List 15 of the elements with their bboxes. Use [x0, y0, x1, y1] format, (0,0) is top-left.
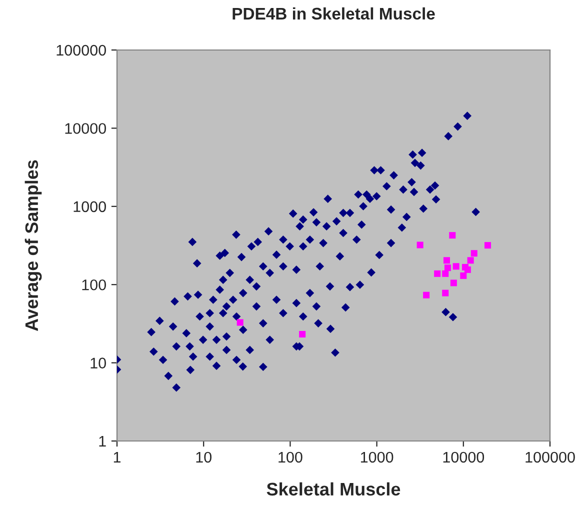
- y-tick-label: 100000: [56, 44, 106, 56]
- x-tick-label: 10: [196, 452, 212, 463]
- y-tick-label: 10: [90, 358, 106, 368]
- x-tick-label: 100: [278, 452, 302, 463]
- x-axis-title: Skeletal Muscle: [266, 482, 400, 496]
- x-tick-label: 1000: [360, 452, 394, 463]
- y-tick-label: 1: [99, 436, 106, 447]
- chart-title: PDE4B in Skeletal Muscle: [232, 7, 435, 20]
- y-axis-title: Average of Samples: [24, 160, 42, 332]
- y-tick-label: 1000: [74, 201, 106, 212]
- x-tick-label: 10000: [443, 452, 484, 463]
- x-tick-label: 100000: [526, 452, 575, 463]
- x-tick-label: 1: [114, 452, 121, 462]
- y-tick-label: 10000: [65, 123, 106, 134]
- y-tick-label: 100: [82, 279, 106, 290]
